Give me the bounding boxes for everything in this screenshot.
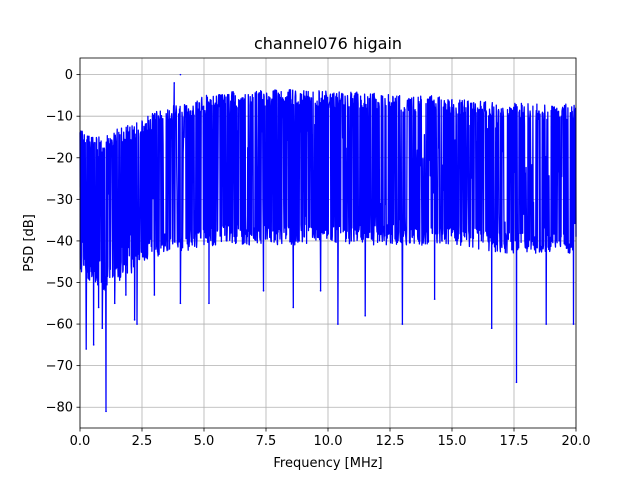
y-tick-label: −30 [46, 193, 73, 208]
x-tick-label: 0.0 [70, 434, 91, 449]
chart-title: channel076 higain [254, 34, 402, 53]
y-axis-label: PSD [dB] [22, 214, 37, 272]
psd-dip-point [208, 302, 210, 305]
psd-dip-point [133, 319, 136, 321]
psd-dip-point [85, 348, 87, 350]
psd-dip-point [113, 302, 116, 305]
y-tick-label: −70 [46, 359, 73, 374]
psd-dip-point [101, 327, 104, 330]
psd-dip-point [433, 298, 436, 300]
psd-dip-point [490, 327, 493, 330]
psd-dip-point [515, 381, 518, 384]
y-tick-label: 0 [65, 68, 73, 83]
psd-dip-point [364, 314, 367, 317]
x-axis-label: Frequency [MHz] [273, 456, 382, 471]
psd-dip-point [572, 323, 575, 325]
psd-dip-point [319, 290, 322, 292]
y-tick-label: −20 [46, 151, 73, 166]
x-tick-label: 7.5 [256, 434, 277, 449]
y-tick-label: −10 [46, 110, 73, 125]
x-tick-label: 5.0 [194, 434, 215, 449]
x-tick-label: 15.0 [438, 434, 467, 449]
psd-dip-point [92, 344, 95, 346]
y-tick-label: −60 [46, 318, 73, 333]
psd-dip-point [97, 306, 100, 309]
x-axis: 0.0 2.5 5.0 7.5 10.0 12.5 15.0 17.5 20.0 [70, 428, 591, 449]
psd-dip-point [125, 294, 127, 296]
psd-peak-point [173, 82, 176, 84]
psd-dip-point [262, 290, 265, 292]
psd-dip-point [136, 323, 138, 325]
x-tick-label: 12.5 [376, 434, 405, 449]
psd-dip-point [545, 323, 548, 325]
psd-dip-point [401, 323, 404, 325]
x-tick-label: 2.5 [132, 434, 153, 449]
y-tick-label: −80 [46, 401, 73, 416]
psd-line [79, 82, 577, 413]
y-axis: 0 −10 −20 −30 −40 −50 −60 −70 −80 [46, 68, 80, 416]
series-psd [79, 73, 577, 413]
x-tick-label: 10.0 [314, 434, 343, 449]
y-tick-label: −40 [46, 234, 73, 249]
psd-dip-point [337, 323, 339, 325]
psd-dip-point [153, 294, 156, 296]
y-tick-label: −50 [46, 276, 73, 291]
psd-peak-point [179, 73, 182, 76]
psd-dip-point [179, 302, 182, 305]
psd-dip-point [292, 306, 295, 309]
x-tick-label: 20.0 [562, 434, 591, 449]
x-tick-label: 17.5 [500, 434, 529, 449]
psd-dip-point [105, 410, 107, 413]
